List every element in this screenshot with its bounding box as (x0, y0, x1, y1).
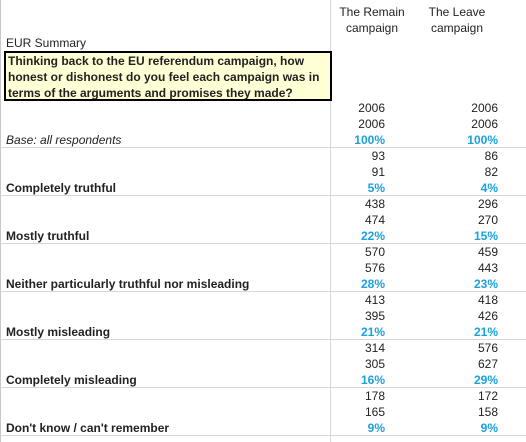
row-divider (0, 243, 526, 244)
percent-cell: 15% (473, 229, 498, 243)
percent-cell: 23% (473, 277, 498, 291)
row-label: Don't know / can't remember (6, 421, 170, 435)
percent-cell: 21% (360, 325, 385, 339)
row-label: Base: all respondents (6, 133, 122, 147)
percent-cell: 100% (354, 133, 385, 147)
count-cell: 91 (371, 165, 385, 179)
count-cell: 296 (477, 197, 498, 211)
count-cell: 165 (364, 405, 385, 419)
count-cell: 305 (364, 357, 385, 371)
sheet-title: EUR Summary (6, 36, 87, 50)
count-cell: 413 (364, 293, 385, 307)
count-cell: 426 (477, 309, 498, 323)
row-label: Mostly misleading (6, 325, 111, 339)
column-header: The Remain campaign (339, 5, 405, 35)
count-cell: 627 (477, 357, 498, 371)
count-cell: 314 (364, 341, 385, 355)
percent-cell: 9% (480, 421, 498, 435)
percent-cell: 4% (480, 181, 498, 195)
count-cell: 2006 (358, 101, 385, 115)
count-cell: 395 (364, 309, 385, 323)
count-cell: 2006 (471, 101, 498, 115)
count-cell: 270 (477, 213, 498, 227)
count-cell: 2006 (358, 117, 385, 131)
row-label: Neither particularly truthful nor mislea… (6, 277, 250, 291)
row-divider (0, 387, 526, 388)
percent-cell: 16% (360, 373, 385, 387)
count-cell: 443 (477, 261, 498, 275)
row-divider (0, 147, 526, 148)
count-cell: 576 (364, 261, 385, 275)
column-divider (330, 0, 331, 442)
count-cell: 576 (477, 341, 498, 355)
count-cell: 418 (477, 293, 498, 307)
percent-cell: 29% (473, 373, 498, 387)
row-label: Completely truthful (6, 181, 116, 195)
percent-cell: 22% (360, 229, 385, 243)
question-box: Thinking back to the EU referendum campa… (4, 51, 332, 101)
row-divider (0, 339, 526, 340)
row-divider (0, 195, 526, 196)
column-header: The Leave campaign (428, 5, 486, 35)
percent-cell: 5% (367, 181, 385, 195)
percent-cell: 21% (473, 325, 498, 339)
percent-cell: 100% (467, 133, 498, 147)
count-cell: 86 (484, 149, 498, 163)
count-cell: 172 (477, 389, 498, 403)
count-cell: 82 (484, 165, 498, 179)
row-divider (0, 435, 526, 436)
count-cell: 2006 (471, 117, 498, 131)
count-cell: 459 (477, 245, 498, 259)
percent-cell: 28% (360, 277, 385, 291)
count-cell: 438 (364, 197, 385, 211)
row-divider (0, 291, 526, 292)
count-cell: 570 (364, 245, 385, 259)
count-cell: 474 (364, 213, 385, 227)
count-cell: 158 (477, 405, 498, 419)
count-cell: 178 (364, 389, 385, 403)
sheet-edge (0, 0, 1, 442)
row-label: Completely misleading (6, 373, 137, 387)
percent-cell: 9% (367, 421, 385, 435)
row-label: Mostly truthful (6, 229, 90, 243)
count-cell: 93 (371, 149, 385, 163)
